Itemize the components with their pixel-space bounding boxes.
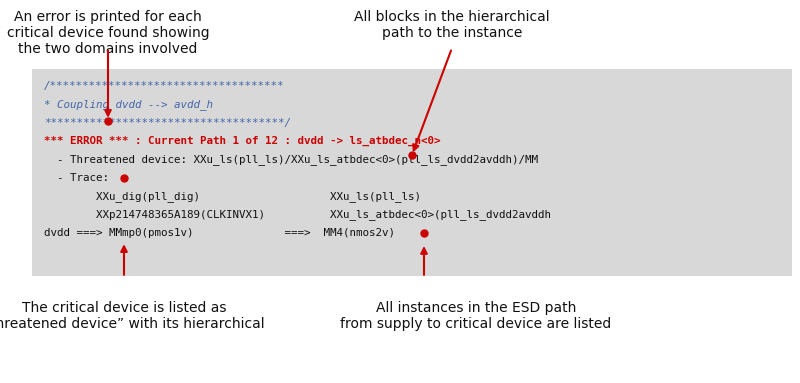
Text: *** ERROR *** : Current Path 1 of 12 : dvdd -> ls_atbdec_n<0>: *** ERROR *** : Current Path 1 of 12 : d…: [44, 136, 441, 146]
Text: - Threatened device: XXu_ls(pll_ls)/XXu_ls_atbdec<0>(pll_ls_dvdd2avddh)/MM: - Threatened device: XXu_ls(pll_ls)/XXu_…: [44, 154, 538, 165]
Text: *************************************/: *************************************/: [44, 118, 291, 128]
Text: dvdd ===> MMmp0(pmos1v)              ===>  MM4(nmos2v): dvdd ===> MMmp0(pmos1v) ===> MM4(nmos2v): [44, 228, 395, 238]
Text: XXu_dig(pll_dig)                    XXu_ls(pll_ls): XXu_dig(pll_dig) XXu_ls(pll_ls): [44, 191, 421, 202]
Text: - Trace:: - Trace:: [44, 173, 109, 183]
Text: All instances in the ESD path
from supply to critical device are listed: All instances in the ESD path from suppl…: [340, 301, 612, 331]
Text: /************************************: /************************************: [44, 81, 285, 91]
Text: XXp214748365A189(CLKINVX1)          XXu_ls_atbdec<0>(pll_ls_dvdd2avddh: XXp214748365A189(CLKINVX1) XXu_ls_atbdec…: [44, 210, 551, 220]
Text: An error is printed for each
critical device found showing
the two domains invol: An error is printed for each critical de…: [6, 10, 210, 56]
Text: * Coupling dvdd --> avdd_h: * Coupling dvdd --> avdd_h: [44, 99, 213, 110]
Text: All blocks in the hierarchical
path to the instance: All blocks in the hierarchical path to t…: [354, 10, 550, 40]
Text: The critical device is listed as
“threatened device” with its hierarchical: The critical device is listed as “threat…: [0, 301, 265, 331]
FancyBboxPatch shape: [32, 69, 792, 276]
